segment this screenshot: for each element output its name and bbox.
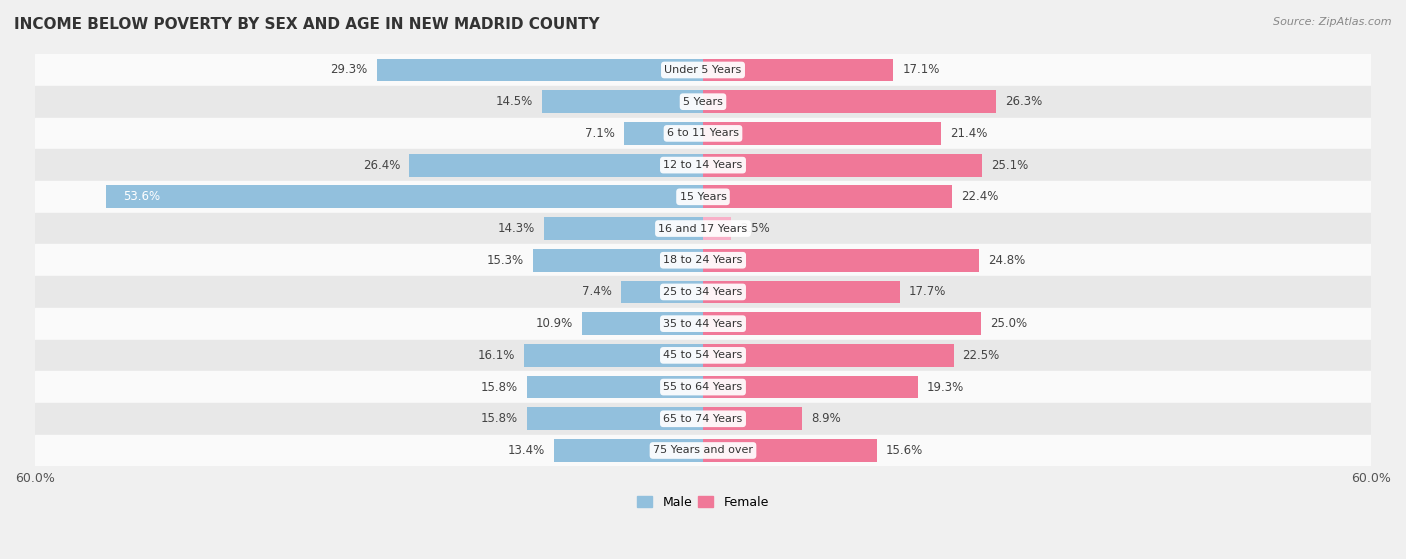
Text: Under 5 Years: Under 5 Years [665, 65, 741, 75]
Bar [582, 312, 703, 335]
Bar [703, 408, 801, 430]
Bar [624, 122, 703, 145]
Text: 65 to 74 Years: 65 to 74 Years [664, 414, 742, 424]
Text: 75 Years and over: 75 Years and over [652, 446, 754, 456]
Bar [527, 408, 703, 430]
Text: 22.4%: 22.4% [962, 190, 998, 203]
Bar [703, 59, 893, 82]
Bar [35, 54, 1371, 86]
Text: 7.1%: 7.1% [585, 127, 614, 140]
Bar [703, 217, 731, 240]
Text: 7.4%: 7.4% [582, 286, 612, 299]
Text: 22.5%: 22.5% [963, 349, 1000, 362]
Text: 10.9%: 10.9% [536, 317, 572, 330]
Text: 25 to 34 Years: 25 to 34 Years [664, 287, 742, 297]
Text: 13.4%: 13.4% [508, 444, 546, 457]
Bar [703, 122, 941, 145]
Bar [377, 59, 703, 82]
Bar [35, 371, 1371, 403]
Bar [703, 376, 918, 399]
Bar [703, 154, 983, 177]
Text: 45 to 54 Years: 45 to 54 Years [664, 350, 742, 361]
Bar [35, 86, 1371, 117]
Text: 19.3%: 19.3% [927, 381, 965, 394]
Bar [524, 344, 703, 367]
Text: 26.4%: 26.4% [363, 159, 401, 172]
Text: 6 to 11 Years: 6 to 11 Years [666, 129, 740, 139]
Text: 2.5%: 2.5% [740, 222, 769, 235]
Text: 5 Years: 5 Years [683, 97, 723, 107]
Text: Source: ZipAtlas.com: Source: ZipAtlas.com [1274, 17, 1392, 27]
Bar [35, 212, 1371, 244]
Bar [35, 339, 1371, 371]
Text: 17.1%: 17.1% [903, 64, 939, 77]
Bar [620, 281, 703, 304]
Text: 18 to 24 Years: 18 to 24 Years [664, 255, 742, 265]
Bar [409, 154, 703, 177]
Text: 15 Years: 15 Years [679, 192, 727, 202]
Bar [35, 181, 1371, 212]
Text: 15.6%: 15.6% [886, 444, 922, 457]
Bar [703, 344, 953, 367]
Bar [35, 149, 1371, 181]
Bar [703, 249, 979, 272]
Text: 53.6%: 53.6% [122, 190, 160, 203]
Bar [703, 439, 877, 462]
Bar [35, 244, 1371, 276]
Text: 15.3%: 15.3% [486, 254, 524, 267]
Bar [35, 308, 1371, 339]
Text: 12 to 14 Years: 12 to 14 Years [664, 160, 742, 170]
Bar [35, 435, 1371, 466]
Legend: Male, Female: Male, Female [633, 491, 773, 514]
Bar [107, 186, 703, 209]
Text: 25.1%: 25.1% [991, 159, 1029, 172]
Text: 8.9%: 8.9% [811, 413, 841, 425]
Text: INCOME BELOW POVERTY BY SEX AND AGE IN NEW MADRID COUNTY: INCOME BELOW POVERTY BY SEX AND AGE IN N… [14, 17, 600, 32]
Text: 14.5%: 14.5% [495, 95, 533, 108]
Bar [35, 403, 1371, 435]
Bar [703, 281, 900, 304]
Text: 55 to 64 Years: 55 to 64 Years [664, 382, 742, 392]
Bar [533, 249, 703, 272]
Text: 15.8%: 15.8% [481, 413, 519, 425]
Bar [541, 90, 703, 113]
Text: 14.3%: 14.3% [498, 222, 534, 235]
Text: 15.8%: 15.8% [481, 381, 519, 394]
Text: 21.4%: 21.4% [950, 127, 987, 140]
Bar [554, 439, 703, 462]
Text: 24.8%: 24.8% [988, 254, 1025, 267]
Bar [35, 117, 1371, 149]
Bar [527, 376, 703, 399]
Bar [703, 90, 995, 113]
Bar [544, 217, 703, 240]
Text: 25.0%: 25.0% [990, 317, 1028, 330]
Text: 29.3%: 29.3% [330, 64, 368, 77]
Bar [35, 276, 1371, 308]
Bar [703, 312, 981, 335]
Text: 17.7%: 17.7% [910, 286, 946, 299]
Text: 26.3%: 26.3% [1005, 95, 1042, 108]
Bar [703, 186, 952, 209]
Text: 35 to 44 Years: 35 to 44 Years [664, 319, 742, 329]
Text: 16.1%: 16.1% [478, 349, 515, 362]
Text: 16 and 17 Years: 16 and 17 Years [658, 224, 748, 234]
